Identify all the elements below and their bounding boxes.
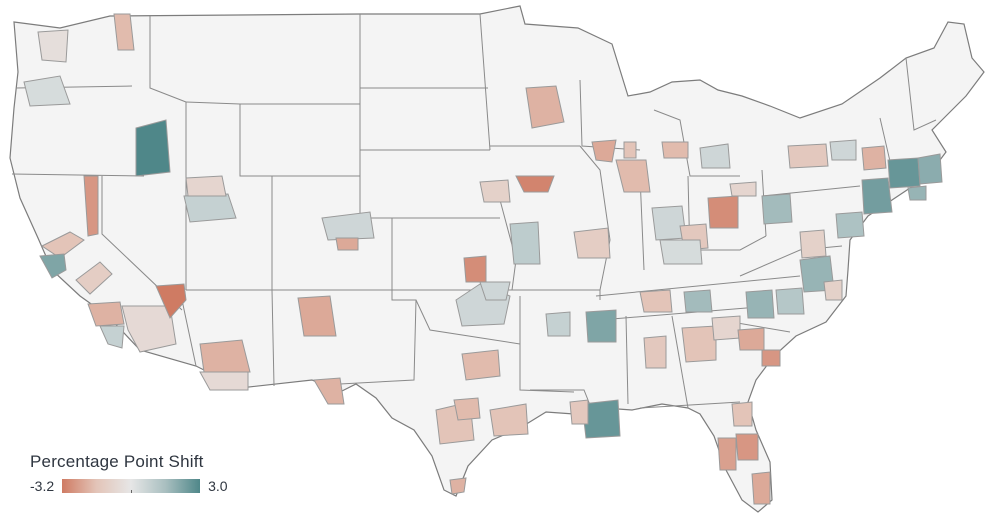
border-or-ca: [11, 173, 145, 177]
border-nv: [101, 176, 183, 311]
region-columbus: [707, 195, 739, 229]
region-seattle: [37, 29, 69, 63]
region-louisville: [659, 239, 703, 265]
region-chicago: [615, 159, 651, 193]
border-al-ga: [671, 315, 689, 409]
region-portland: [23, 75, 71, 107]
region-la: [87, 301, 125, 327]
region-tampa: [717, 437, 737, 471]
region-memphis: [585, 309, 617, 343]
region-phoenix: [199, 339, 251, 373]
region-houston: [489, 403, 529, 437]
region-las-vegas: [155, 283, 187, 319]
border-ne-states: [905, 57, 937, 131]
region-des-moines: [515, 175, 555, 193]
border-ok-tx: [415, 299, 521, 345]
region-orlando: [735, 433, 759, 461]
region-reno-carson: [83, 175, 99, 237]
border-az-ca: [181, 299, 197, 367]
region-albuquerque: [297, 295, 337, 337]
region-cleveland: [729, 181, 757, 197]
region-jacksonville: [731, 401, 753, 427]
region-indianapolis: [651, 205, 687, 241]
legend: Percentage Point Shift -3.2 3.0: [30, 452, 260, 494]
legend-max-label: 3.0: [208, 478, 228, 494]
legend-scale: -3.2 3.0: [30, 478, 260, 494]
border-ga-fl: [639, 401, 741, 409]
region-pittsburgh: [761, 193, 793, 225]
region-san-antonio: [453, 397, 481, 421]
region-minneapolis: [525, 85, 565, 129]
region-st-louis: [573, 227, 611, 259]
region-atlanta: [711, 315, 741, 341]
region-salt-lake: [183, 193, 237, 223]
region-knoxville: [683, 289, 713, 313]
region-el-paso: [313, 377, 345, 405]
region-virginia-beach: [823, 279, 843, 301]
border-il: [579, 145, 611, 291]
region-tucson: [199, 371, 249, 391]
region-grand-rapids: [661, 141, 689, 159]
legend-color-bar: [62, 479, 201, 493]
border-ky-wv: [700, 235, 767, 251]
region-providence: [907, 185, 927, 201]
border-ms-al: [625, 315, 629, 405]
region-denver: [321, 211, 375, 241]
region-boise: [135, 119, 171, 177]
border-wi-mi: [579, 79, 641, 151]
region-philadelphia: [835, 211, 865, 239]
border-ar: [519, 296, 575, 393]
region-baton-rouge: [569, 399, 589, 425]
region-tulsa: [479, 281, 511, 301]
region-columbia-sc: [737, 327, 765, 351]
region-sacramento: [41, 231, 85, 259]
legend-zero-tick: [131, 490, 133, 493]
region-charlotte: [745, 289, 775, 319]
region-buffalo: [787, 143, 829, 169]
border-id-east: [149, 16, 187, 176]
border-va: [739, 245, 843, 277]
region-rochester: [829, 139, 857, 161]
region-ogden: [185, 175, 227, 197]
region-miami: [751, 471, 771, 505]
region-omaha: [479, 179, 511, 203]
region-boston: [917, 153, 943, 185]
region-dallas: [461, 349, 501, 381]
region-charleston: [761, 349, 781, 367]
border-az-nm: [271, 289, 275, 387]
border-mn-west: [479, 13, 491, 151]
region-hartford: [887, 157, 921, 189]
region-kansas-city: [509, 221, 541, 265]
state-boundaries: [9, 5, 985, 513]
region-wichita: [463, 255, 487, 283]
region-richmond: [799, 229, 827, 259]
legend-min-label: -3.2: [30, 478, 55, 494]
region-sf-bay: [39, 253, 67, 279]
region-new-orleans: [581, 399, 621, 439]
region-colorado-springs: [335, 237, 359, 251]
region-little-rock: [545, 311, 571, 337]
region-raleigh: [775, 287, 805, 315]
region-birmingham: [681, 325, 717, 363]
border-tn-south: [599, 305, 771, 321]
border-mo: [499, 199, 601, 300]
metro-regions: [23, 13, 943, 505]
legend-title: Percentage Point Shift: [30, 452, 204, 471]
region-milwaukee: [591, 139, 617, 163]
region-nashville: [639, 289, 673, 313]
region-mcallen: [449, 477, 467, 495]
region-inland-empire: [121, 305, 177, 353]
region-madison: [623, 141, 637, 159]
region-san-diego: [99, 325, 125, 349]
border-tx-nm: [339, 290, 417, 385]
border-tn-ky: [595, 275, 801, 297]
region-spokane: [113, 13, 135, 51]
region-detroit: [699, 143, 731, 169]
region-albany: [861, 145, 887, 171]
region-jackson: [643, 335, 667, 369]
region-nyc: [861, 177, 893, 215]
region-fresno: [75, 261, 113, 295]
